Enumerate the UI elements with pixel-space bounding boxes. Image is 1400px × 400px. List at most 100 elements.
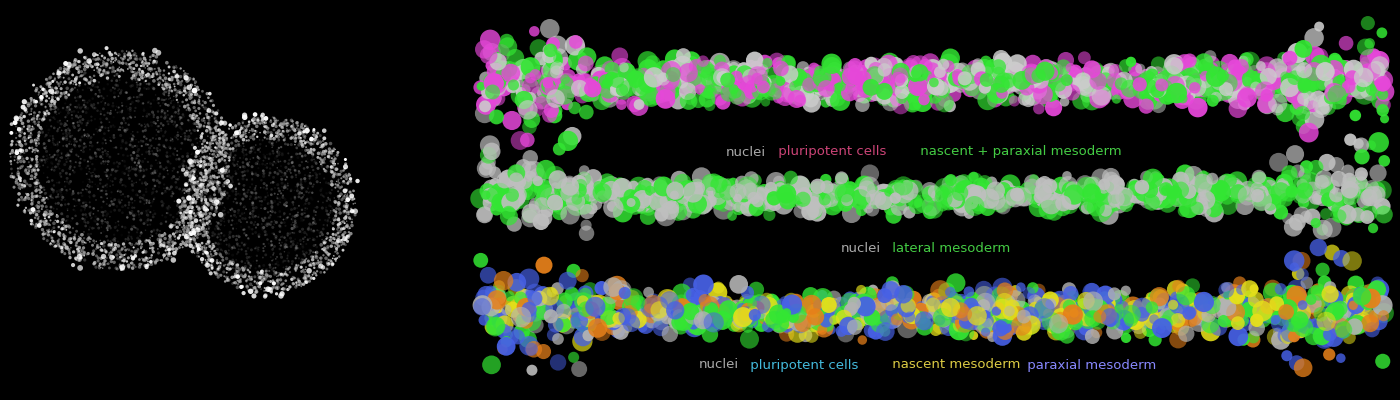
Point: [1077, 74, 1099, 80]
Point: [1155, 82, 1177, 89]
Point: [937, 199, 959, 205]
Point: [218, 258, 241, 264]
Point: [84, 84, 106, 90]
Point: [267, 117, 290, 124]
Point: [1273, 180, 1295, 186]
Point: [188, 205, 210, 211]
Point: [1247, 192, 1270, 198]
Point: [244, 184, 266, 191]
Point: [119, 240, 141, 246]
Point: [223, 221, 245, 227]
Point: [14, 168, 36, 174]
Point: [225, 134, 248, 140]
Point: [95, 70, 118, 76]
Point: [861, 91, 883, 97]
Point: [706, 78, 728, 84]
Point: [1142, 314, 1165, 320]
Point: [959, 86, 981, 92]
Point: [1217, 318, 1239, 325]
Point: [164, 146, 186, 152]
Point: [241, 282, 263, 289]
Point: [179, 204, 202, 210]
Point: [155, 218, 178, 225]
Point: [1313, 183, 1336, 190]
Point: [241, 144, 263, 150]
Point: [167, 202, 189, 209]
Point: [318, 146, 340, 152]
Point: [167, 169, 189, 176]
Point: [1149, 192, 1172, 198]
Point: [207, 225, 230, 231]
Point: [1131, 305, 1154, 311]
Point: [1166, 317, 1189, 324]
Point: [8, 147, 31, 154]
Point: [301, 136, 323, 142]
Point: [276, 244, 298, 250]
Point: [214, 167, 237, 174]
Point: [1002, 79, 1025, 86]
Point: [45, 164, 67, 170]
Point: [339, 178, 361, 185]
Point: [136, 181, 158, 187]
Point: [279, 211, 301, 217]
Point: [133, 248, 155, 254]
Point: [185, 189, 207, 196]
Point: [123, 213, 146, 219]
Point: [186, 243, 209, 249]
Point: [111, 88, 133, 95]
Point: [147, 65, 169, 72]
Point: [53, 226, 76, 232]
Point: [843, 67, 865, 74]
Point: [193, 221, 216, 228]
Point: [73, 144, 95, 151]
Point: [315, 148, 337, 154]
Point: [1295, 280, 1317, 286]
Point: [1001, 304, 1023, 310]
Point: [270, 220, 293, 226]
Point: [244, 131, 266, 137]
Point: [1114, 192, 1137, 199]
Point: [199, 150, 221, 157]
Point: [1308, 298, 1330, 304]
Point: [554, 82, 577, 88]
Point: [188, 212, 210, 218]
Point: [314, 240, 336, 246]
Point: [56, 207, 78, 214]
Point: [245, 171, 267, 178]
Point: [256, 220, 279, 227]
Point: [309, 144, 332, 151]
Point: [134, 156, 157, 162]
Point: [118, 50, 140, 56]
Point: [176, 186, 199, 192]
Point: [39, 106, 62, 112]
Point: [822, 97, 844, 103]
Point: [777, 198, 799, 204]
Point: [78, 74, 101, 80]
Point: [160, 216, 182, 223]
Point: [329, 239, 351, 245]
Point: [20, 130, 42, 136]
Point: [87, 258, 109, 264]
Point: [749, 191, 771, 198]
Point: [225, 161, 248, 167]
Point: [1224, 63, 1246, 70]
Point: [1040, 314, 1063, 321]
Point: [638, 188, 661, 194]
Point: [333, 225, 356, 231]
Point: [546, 285, 568, 292]
Point: [144, 66, 167, 72]
Point: [196, 252, 218, 258]
Point: [1044, 297, 1067, 303]
Point: [197, 125, 220, 131]
Point: [165, 122, 188, 128]
Point: [1140, 69, 1162, 75]
Point: [176, 209, 199, 216]
Point: [288, 189, 311, 195]
Point: [197, 201, 220, 207]
Point: [735, 186, 757, 192]
Point: [531, 55, 553, 62]
Point: [881, 308, 903, 314]
Point: [861, 186, 883, 192]
Point: [139, 57, 161, 63]
Point: [150, 120, 172, 127]
